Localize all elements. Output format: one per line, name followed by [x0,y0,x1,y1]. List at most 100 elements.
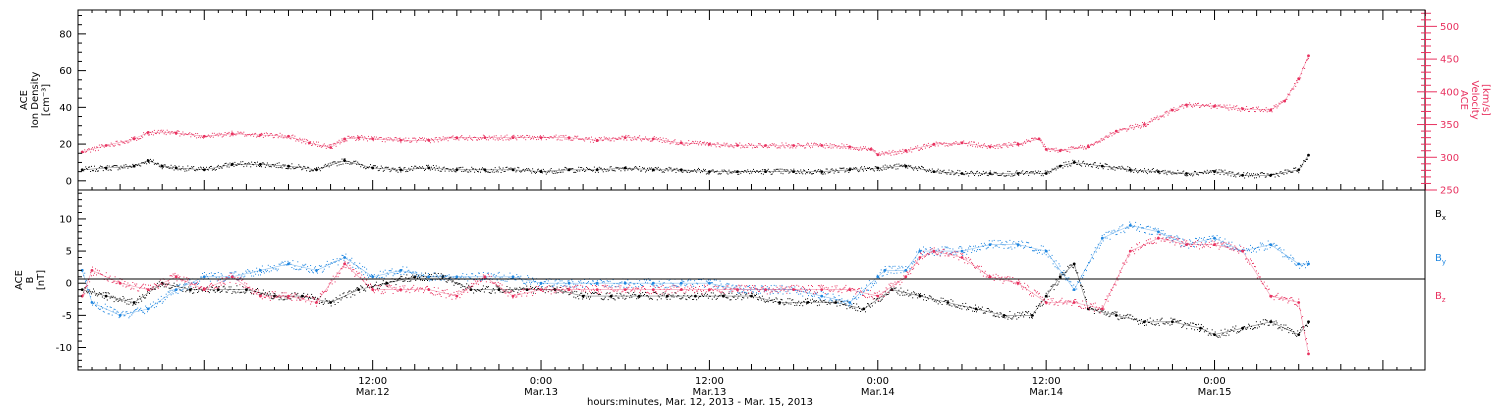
sample-by [103,311,105,313]
sample-velocity [759,143,761,145]
sample-velocity [544,136,546,138]
sample-density [1241,175,1243,176]
sample-bx [404,280,406,282]
sample-by [710,282,712,284]
sample-by [170,294,172,296]
sample-by [683,281,685,283]
sample-velocity [241,132,243,134]
sample-density [727,173,729,175]
sample-by [294,265,296,267]
sample-bx [640,293,642,295]
sample-by [461,275,463,277]
point-bx [497,288,501,291]
sample-velocity [403,138,405,140]
sample-density [731,172,733,174]
sample-by [482,279,483,281]
sample-velocity [415,138,417,140]
sample-bx [797,302,799,304]
sample-by [904,270,906,272]
sample-density [1133,171,1135,173]
sample-velocity [537,136,538,138]
sample-velocity [624,136,626,138]
sample-by [320,265,322,267]
sample-by [291,267,293,268]
sample-density [1142,170,1143,172]
sample-by [628,283,630,285]
sample-velocity [828,146,830,148]
sample-velocity [1242,108,1244,110]
sample-density [991,174,993,176]
sample-by [353,263,355,265]
sample-density [287,168,289,170]
sample-velocity [99,147,101,148]
sample-bx [627,291,629,293]
point-density [455,168,459,172]
sample-density [732,171,734,173]
sample-by [403,273,405,275]
sample-bx [1009,311,1011,312]
sample-bx [1236,332,1238,334]
sample-velocity [784,147,786,149]
sample-by [234,271,236,273]
sample-density [219,166,221,167]
sample-density [1127,166,1129,168]
sample-density [1120,168,1122,170]
sample-by [754,287,755,289]
sample-velocity [300,139,302,141]
sample-velocity [867,149,868,151]
sample-by [416,272,418,274]
sample-velocity [849,146,851,147]
sample-bx [676,296,678,298]
sample-velocity [877,153,879,155]
sample-density [819,169,821,171]
sample-velocity [834,145,836,147]
sample-velocity [389,137,391,139]
sample-velocity [788,144,790,145]
sample-bx [330,305,332,307]
sample-velocity [1163,116,1165,118]
sample-by [801,287,803,289]
sample-by [446,275,448,276]
sample-by [178,284,180,286]
sample-bx [661,294,663,296]
sample-by [745,292,747,294]
sample-density [524,170,526,172]
sample-density [131,166,133,168]
sample-bx [998,316,1000,318]
sample-bx [746,293,748,295]
sample-velocity [746,146,748,148]
sample-density [537,168,539,170]
sample-bx [1145,324,1147,326]
sample-density [236,165,238,166]
sample-density [606,168,608,170]
sample-density [1050,171,1052,173]
sample-density [393,169,395,171]
sample-by [490,273,492,275]
sample-density [1059,166,1061,168]
sample-density [406,170,408,172]
sample-velocity [1190,104,1192,106]
sample-velocity [703,141,705,143]
sample-density [736,171,738,173]
sample-velocity [1085,148,1086,150]
sample-density [841,167,843,169]
sample-velocity [1100,138,1102,140]
sample-bx [874,302,876,304]
sample-bx [917,297,919,299]
sample-velocity [792,147,794,149]
sample-by [238,273,240,275]
sample-velocity [405,137,407,139]
sample-by [880,269,882,271]
sample-density [938,172,940,174]
sample-density [1301,166,1303,168]
sample-bx [1134,318,1136,320]
sample-bx [413,277,415,278]
sample-bx [1091,308,1093,310]
sample-density [1209,170,1211,172]
sample-velocity [827,147,829,149]
sample-density [647,167,648,169]
sample-by [853,295,855,297]
sample-density [255,162,257,164]
sample-bx [189,291,191,293]
sample-by [1008,247,1010,249]
